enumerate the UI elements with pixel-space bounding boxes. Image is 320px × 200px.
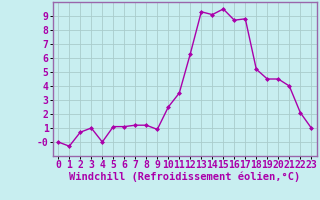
X-axis label: Windchill (Refroidissement éolien,°C): Windchill (Refroidissement éolien,°C) bbox=[69, 172, 300, 182]
